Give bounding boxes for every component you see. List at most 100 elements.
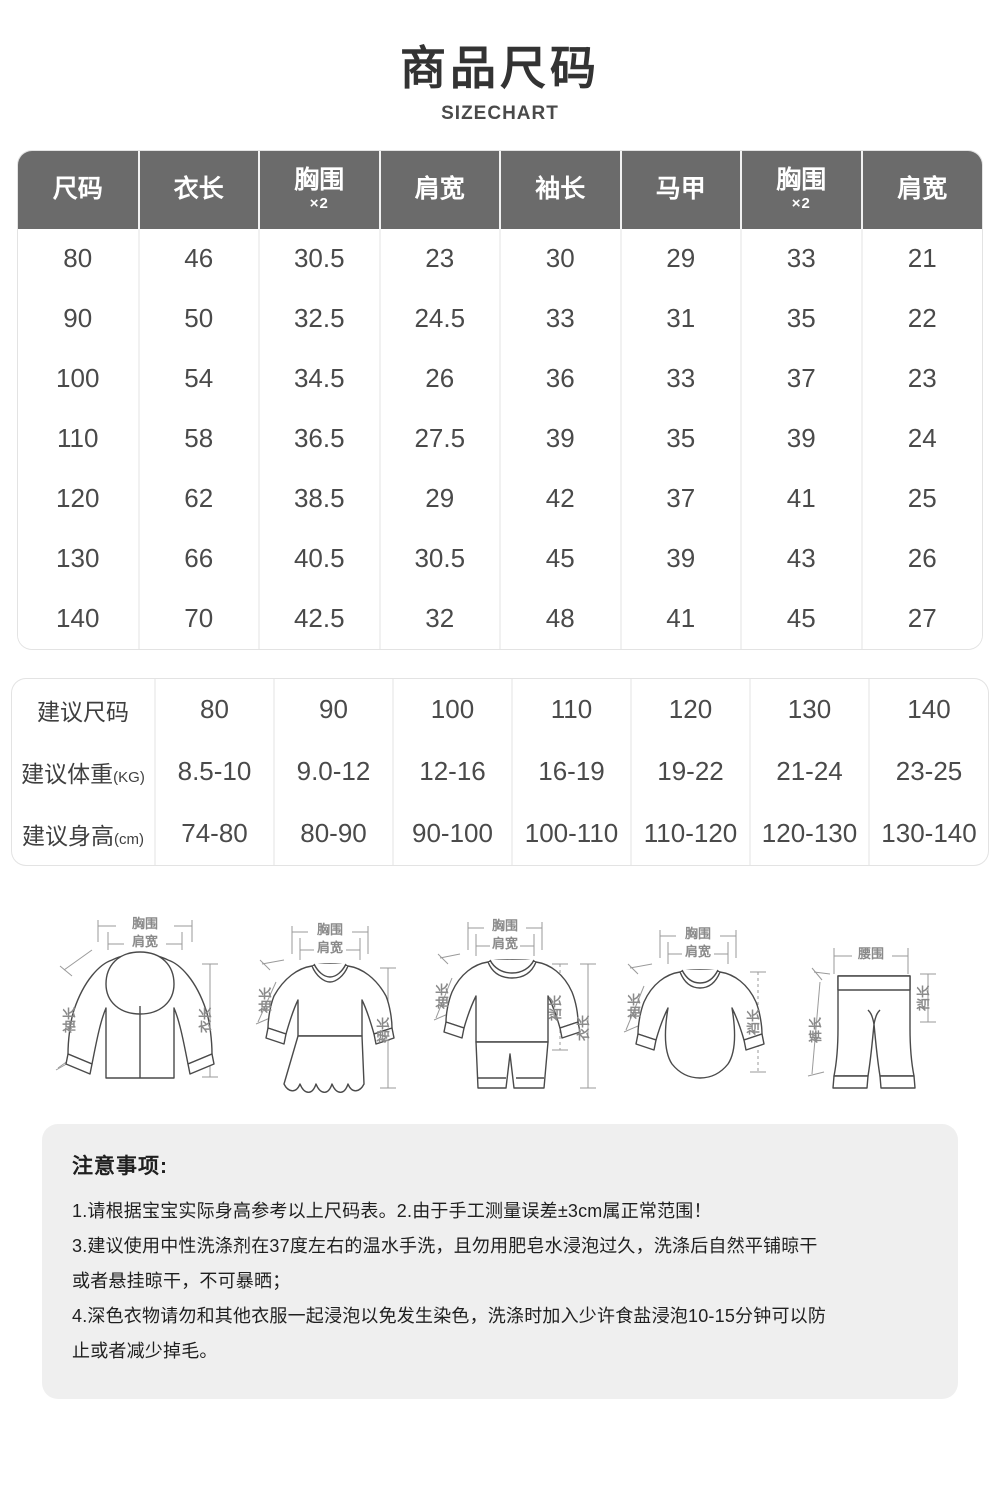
recommend-cell: 110	[512, 678, 632, 741]
size-cell: 90	[18, 288, 140, 349]
row-label: 建议体重(KG)	[12, 740, 156, 803]
measure-cell: 54	[138, 348, 260, 409]
recommend-cell: 100-110	[512, 802, 632, 865]
page-subtitle: SIZECHART	[441, 102, 559, 124]
label-crotch: 裆长	[548, 994, 563, 1022]
table-row: 140 70 42.5 32 48 41 45 27	[18, 588, 982, 649]
garment-diagrams: 胸围 肩宽 袖长 衣长	[0, 887, 1000, 1102]
measure-cell: 45	[741, 588, 863, 649]
table-row: 建议身高(cm) 74-80 80-90 90-100 100-110 110-120 12…	[12, 802, 988, 865]
measure-cell: 22	[861, 288, 982, 349]
recommend-cell: 74-80	[155, 802, 275, 865]
recommend-table-card: 建议尺码 80 90 100 110 120 130 140 建议体重(KG) 8.5-10 9.0…	[12, 678, 988, 865]
header-label: 马甲	[655, 175, 706, 204]
measure-cell: 50	[138, 288, 260, 349]
recommend-cell: 90-100	[393, 802, 513, 865]
size-cell: 80	[18, 228, 140, 289]
recommend-table-body: 建议尺码 80 90 100 110 120 130 140 建议体重(KG) 8.5-10 9.0…	[12, 678, 988, 865]
table-row: 110 58 36.5 27.5 39 35 39 24	[18, 408, 982, 469]
label-chest: 胸围	[492, 918, 518, 933]
measure-cell: 25	[861, 468, 982, 529]
measure-cell: 42.5	[259, 588, 381, 649]
measure-cell: 26	[861, 528, 982, 589]
label-length: 裙长	[376, 1016, 391, 1043]
header-label: 袖长	[535, 175, 586, 204]
measure-cell: 35	[741, 288, 863, 349]
size-table-header-cell: 衣长	[138, 150, 260, 229]
page-title: 商品尺码	[400, 42, 600, 94]
dress-illustration: 胸围 肩宽 袖长 裙长	[255, 922, 396, 1093]
label-shoulder: 肩宽	[492, 936, 518, 951]
label-chest: 胸围	[317, 922, 343, 937]
measure-cell: 37	[741, 348, 863, 409]
measure-cell: 66	[138, 528, 260, 589]
note-line: 4.深色衣物请勿和其他衣服一起浸泡以免发生染色，洗涤时加入少许食盐浸泡10-15…	[72, 1306, 827, 1327]
size-table-card: 尺码 衣长 胸围 ×2 肩宽 袖长 马甲 胸围 ×2 肩宽 80 46 30.5 23 30 29 33 21 9…	[18, 150, 982, 649]
recommend-cell: 12-16	[393, 740, 513, 803]
size-table: 尺码 衣长 胸围 ×2 肩宽 袖长 马甲 胸围 ×2 肩宽 80 46 30.5 23 30 29 33 21 9…	[18, 150, 982, 649]
recommend-cell: 16-19	[512, 740, 632, 803]
page-title-block: 商品尺码 SIZECHART	[0, 0, 1000, 125]
table-row: 90 50 32.5 24.5 33 31 35 22	[18, 288, 982, 349]
size-cell: 100	[18, 348, 140, 409]
recommend-cell: 140	[907, 694, 951, 725]
row-label-unit: (KG)	[113, 768, 145, 786]
measure-cell: 41	[620, 588, 742, 649]
diagram-bodysuit: 胸围 肩宽 袖长 裆长	[610, 902, 790, 1102]
header-label: 衣长	[173, 175, 224, 204]
measure-cell: 33	[500, 288, 622, 349]
table-row: 80 46 30.5 23 30 29 33 21	[18, 228, 982, 289]
note-line: 1.请根据宝宝实际身高参考以上尺码表。2.由于手工测量误差±3cm属正常范围！	[72, 1200, 712, 1221]
measure-cell: 27.5	[379, 408, 501, 469]
measure-cell: 24.5	[379, 288, 501, 349]
measure-cell: 48	[500, 588, 622, 649]
measure-cell: 32.5	[259, 288, 381, 349]
size-table-header-row: 尺码 衣长 胸围 ×2 肩宽 袖长 马甲 胸围 ×2 肩宽	[18, 150, 982, 229]
recommend-cell: 110-120	[631, 802, 751, 865]
header-label: 肩宽	[897, 175, 948, 204]
size-table-header-cell: 尺码	[18, 150, 140, 229]
size-cell: 110	[18, 408, 140, 469]
measure-cell: 32	[379, 588, 501, 649]
note-line: 或者悬挂晾干，不可暴晒；	[72, 1271, 291, 1292]
size-table-header-cell: 肩宽	[861, 150, 982, 229]
measure-cell: 30.5	[379, 528, 501, 589]
recommend-cell: 8.5-10	[155, 740, 275, 803]
recommend-cell: 21-24	[750, 740, 870, 803]
measure-cell: 33	[741, 228, 863, 289]
label-pant-length: 裤长	[808, 1016, 823, 1044]
bodysuit-illustration: 胸围 肩宽 袖长 裆长	[623, 926, 766, 1079]
label-sleeve: 袖长	[435, 982, 450, 1009]
recommend-cell: 19-22	[631, 740, 751, 803]
note-line: 3.建议使用中性洗涤剂在37度左右的温水手洗，且勿用肥皂水浸泡过久，洗涤后自然平…	[72, 1235, 818, 1256]
label-shoulder: 肩宽	[132, 934, 158, 949]
measure-cell: 39	[500, 408, 622, 469]
recommend-cell: 90	[274, 678, 394, 741]
measure-cell: 36.5	[259, 408, 381, 469]
recommend-cell: 80	[155, 678, 275, 741]
header-label: 尺码	[52, 175, 103, 204]
size-cell: 130	[18, 528, 140, 589]
measure-cell: 23	[379, 228, 501, 289]
pants-illustration: 腰围 裤长 裆长	[807, 946, 936, 1089]
label-waist: 腰围	[857, 946, 884, 961]
label-chest: 胸围	[132, 916, 158, 931]
measure-cell: 30.5	[259, 228, 381, 289]
recommend-cell: 130	[750, 678, 870, 741]
measure-cell: 33	[620, 348, 742, 409]
header-label: 肩宽	[414, 175, 465, 204]
measure-cell: 24	[861, 408, 982, 469]
measure-cell: 27	[861, 588, 982, 649]
recommend-cell: 120	[631, 678, 751, 741]
measure-cell: 29	[620, 228, 742, 289]
table-row: 120 62 38.5 29 42 37 41 25	[18, 468, 982, 529]
label-crotch: 裆长	[916, 984, 931, 1012]
notes-lines: 1.请根据宝宝实际身高参考以上尺码表。2.由于手工测量误差±3cm属正常范围！ 3…	[72, 1194, 928, 1369]
measure-cell: 29	[379, 468, 501, 529]
label-length: 衣长	[576, 1014, 591, 1041]
measure-cell: 45	[500, 528, 622, 589]
measure-cell: 35	[620, 408, 742, 469]
measure-cell: 39	[620, 528, 742, 589]
recommend-cell: 120-130	[750, 802, 870, 865]
